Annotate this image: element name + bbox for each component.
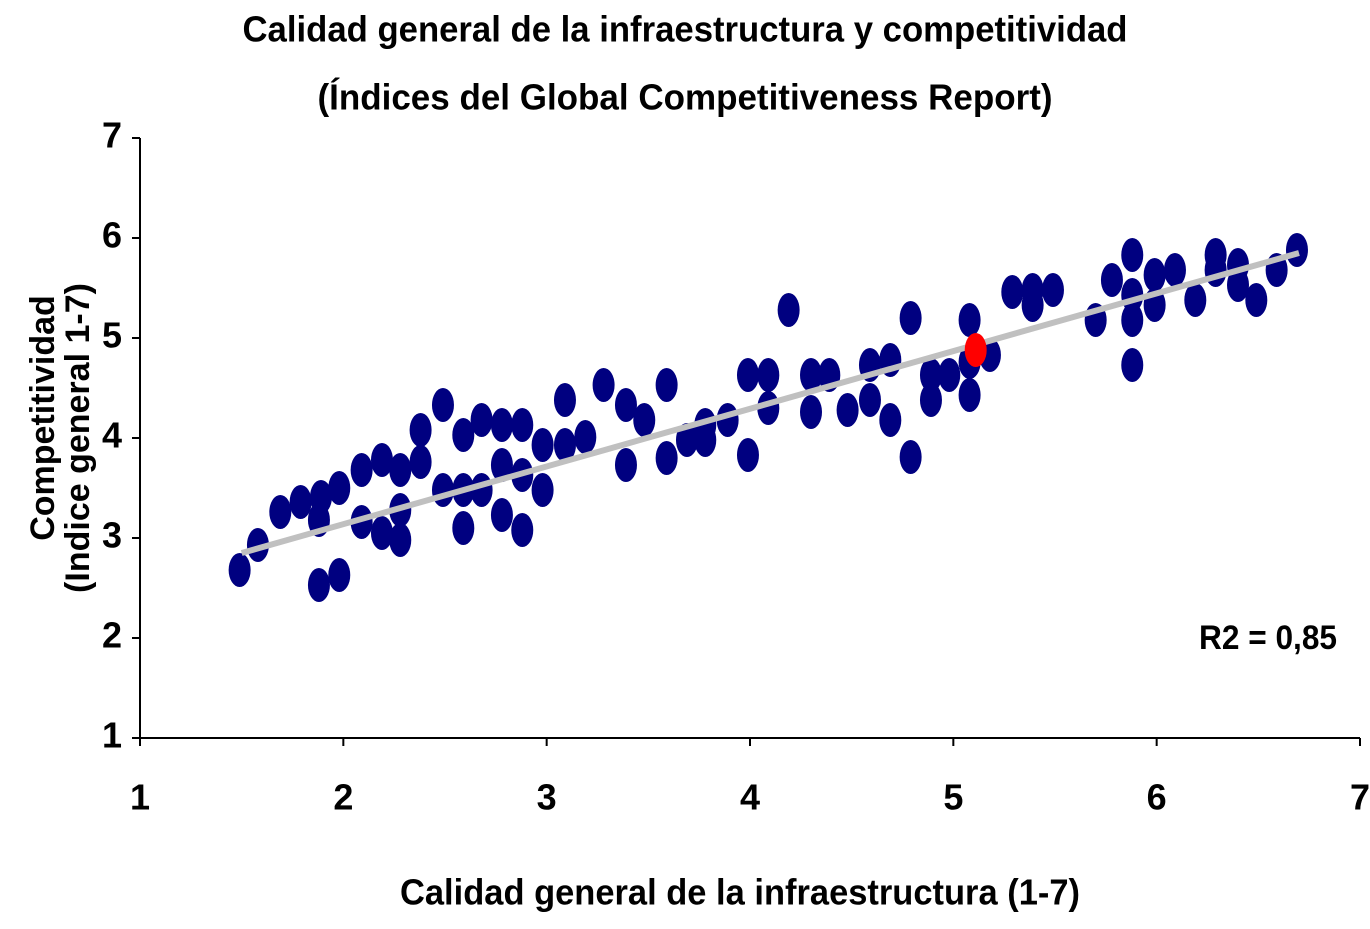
point xyxy=(675,423,698,457)
point xyxy=(289,485,312,519)
y-tick-label: 1 xyxy=(102,715,122,756)
point xyxy=(1143,258,1166,292)
point xyxy=(919,358,942,392)
point xyxy=(531,428,554,462)
point xyxy=(370,516,393,550)
point xyxy=(777,293,800,327)
point xyxy=(1121,348,1144,382)
point xyxy=(655,441,678,475)
point xyxy=(490,448,513,482)
y-tick-label: 5 xyxy=(102,315,122,356)
x-tick-label: 7 xyxy=(1350,777,1370,818)
point xyxy=(409,413,432,447)
y-tick-label: 3 xyxy=(102,515,122,556)
point xyxy=(858,383,881,417)
point xyxy=(490,408,513,442)
point xyxy=(246,528,269,562)
point xyxy=(307,568,330,602)
x-tick-label: 4 xyxy=(740,777,760,818)
x-axis-label: Calidad general de la infraestructura (1… xyxy=(400,872,1080,913)
point xyxy=(1204,238,1227,272)
point xyxy=(328,471,351,505)
point xyxy=(938,358,961,392)
point xyxy=(964,333,987,367)
point xyxy=(1041,273,1064,307)
point xyxy=(1227,268,1249,302)
point xyxy=(800,395,822,429)
point xyxy=(1001,275,1024,309)
x-tick-label: 3 xyxy=(537,777,557,818)
annotation: R2 = 0,85 xyxy=(1199,619,1337,657)
point xyxy=(389,453,412,487)
point xyxy=(836,393,859,427)
x-tick-label: 1 xyxy=(130,777,150,818)
point xyxy=(511,408,534,442)
y-axis-label: (Indice general 1-7) xyxy=(59,283,97,593)
point xyxy=(470,403,493,437)
point xyxy=(269,495,292,529)
x-tick-label: 6 xyxy=(1147,777,1167,818)
point xyxy=(899,440,922,474)
point xyxy=(553,383,576,417)
point xyxy=(614,388,637,422)
x-tick-label: 2 xyxy=(333,777,353,818)
point xyxy=(574,420,597,454)
point xyxy=(899,301,922,335)
point xyxy=(736,438,759,472)
point xyxy=(1021,288,1044,322)
point xyxy=(309,480,332,514)
y-axis-label: Competitividad xyxy=(24,295,62,541)
y-tick-label: 7 xyxy=(102,115,122,156)
point xyxy=(736,358,759,392)
point xyxy=(431,388,454,422)
point xyxy=(228,553,251,587)
y-tick-label: 2 xyxy=(102,615,122,656)
point xyxy=(655,368,678,402)
y-tick-label: 4 xyxy=(102,415,122,456)
point xyxy=(452,418,475,452)
point xyxy=(1100,263,1123,297)
point xyxy=(1285,233,1308,267)
x-tick-label: 5 xyxy=(943,777,963,818)
point xyxy=(1121,238,1144,272)
point xyxy=(350,453,373,487)
point xyxy=(452,511,475,545)
point xyxy=(757,358,780,392)
point xyxy=(1121,303,1144,337)
point xyxy=(614,448,637,482)
chart-title: Calidad general de la infraestructura y … xyxy=(243,9,1128,50)
point xyxy=(958,303,981,337)
y-tick-label: 6 xyxy=(102,215,122,256)
point xyxy=(800,358,822,392)
point xyxy=(592,368,615,402)
point xyxy=(490,498,513,532)
point xyxy=(1245,283,1268,317)
point xyxy=(919,383,942,417)
point xyxy=(409,445,432,479)
point xyxy=(553,428,576,462)
point xyxy=(370,443,393,477)
point xyxy=(531,473,554,507)
point xyxy=(958,378,981,412)
point xyxy=(511,513,534,547)
chart-subtitle: (Índices del Global Competitiveness Repo… xyxy=(318,77,1053,118)
point xyxy=(431,473,454,507)
point xyxy=(1184,283,1207,317)
point xyxy=(389,523,412,557)
point xyxy=(633,403,656,437)
trend-line xyxy=(240,250,1300,556)
point xyxy=(694,423,717,457)
point xyxy=(879,403,902,437)
point xyxy=(1163,253,1186,287)
point xyxy=(328,558,351,592)
